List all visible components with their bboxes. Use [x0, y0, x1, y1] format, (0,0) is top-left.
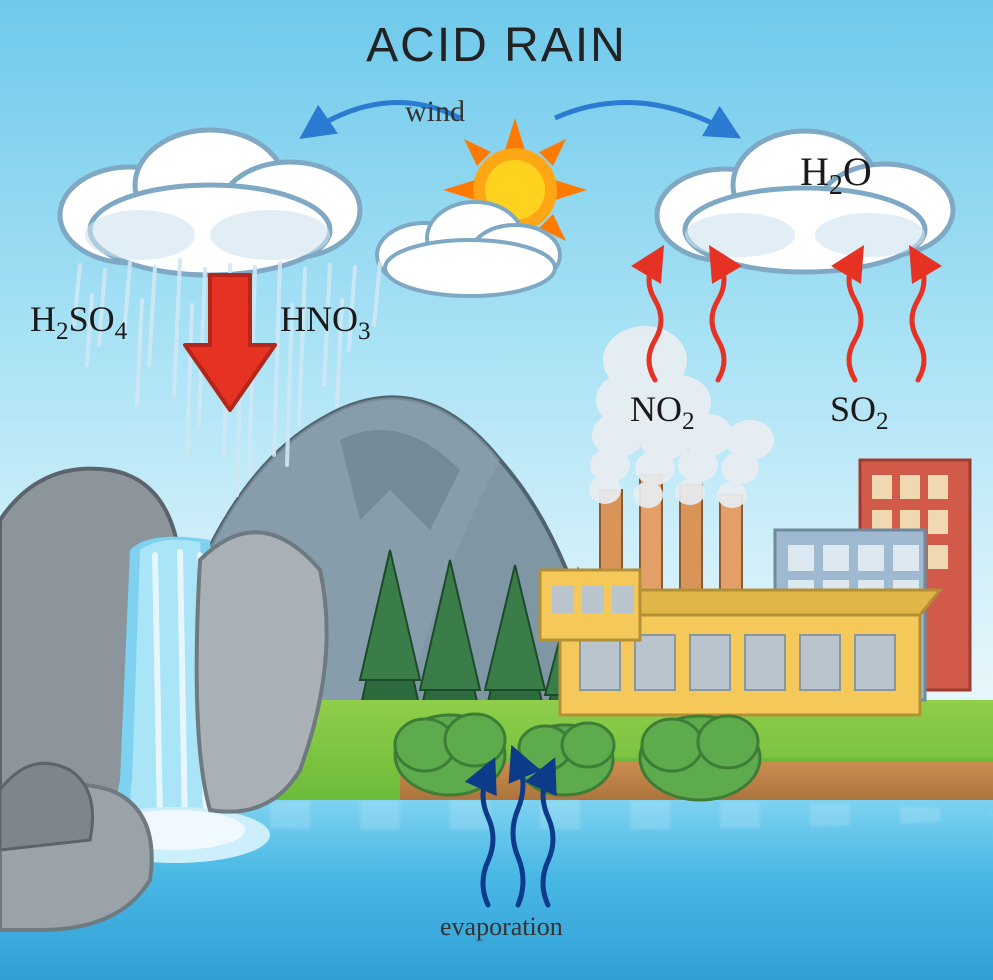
h2so4-label: H2SO4: [30, 298, 127, 346]
wind-label: wind: [405, 95, 465, 129]
h2o-label: H2O: [800, 148, 872, 202]
so2-label: SO2: [830, 388, 889, 436]
evaporation-label: evaporation: [440, 912, 563, 942]
hno3-label: HNO3: [280, 298, 371, 346]
no2-label: NO2: [630, 388, 695, 436]
acid-rain-diagram: ACID RAIN wind H2O H2SO4 HNO3 NO2 SO2 ev…: [0, 0, 993, 980]
diagram-title: ACID RAIN: [366, 18, 627, 73]
evaporation-arrows: [0, 0, 993, 980]
